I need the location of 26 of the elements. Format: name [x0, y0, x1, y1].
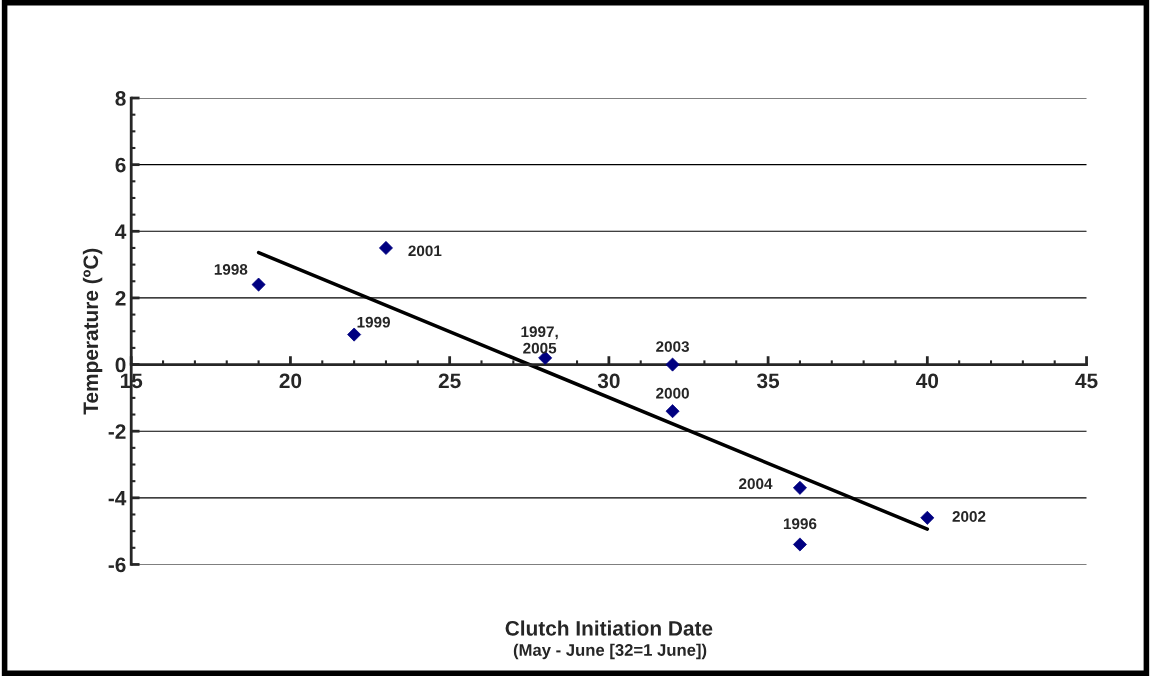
y-tick-label: 8 — [115, 91, 126, 106]
y-tick-label: -6 — [108, 557, 126, 573]
annotation: 1997, 2005 — [521, 326, 558, 354]
x-tick-label: 35 — [756, 373, 780, 389]
x-tick-label: 20 — [279, 373, 302, 389]
annotation: 1996 — [783, 518, 817, 530]
text: (May - June [32=1 June]) — [513, 643, 707, 660]
y-tick-label: 4 — [115, 224, 127, 239]
annotation: 2004 — [739, 478, 773, 490]
x-tick-label: 45 — [1075, 373, 1098, 389]
y-tick-label: 6 — [115, 157, 126, 173]
annotation: 2000 — [656, 387, 689, 399]
y-tick-label: 0 — [115, 357, 126, 373]
annotation: 2001 — [408, 245, 442, 257]
annotation: 2003 — [656, 341, 690, 353]
x-tick-label: 40 — [916, 373, 939, 389]
y-axis-title: Temperature (ºC) — [82, 248, 103, 415]
x-axis-title: Clutch Initiation Date — [505, 620, 713, 636]
annotation: 1999 — [357, 316, 390, 328]
x-tick-label: 25 — [438, 373, 461, 389]
y-tick-label: -2 — [108, 424, 126, 439]
annotation: 1998 — [214, 263, 248, 275]
annotation: 2002 — [952, 511, 986, 522]
x-tick-label: 30 — [597, 373, 620, 389]
y-tick-label: 2 — [115, 290, 126, 306]
y-tick-label: -4 — [108, 491, 127, 506]
